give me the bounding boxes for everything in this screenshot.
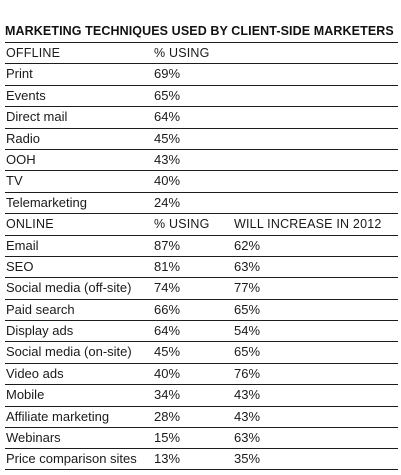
row-using: 81% [154,258,181,274]
table-row: Display ads 64% 54% [5,320,398,341]
row-label: Social media (on-site) [6,344,132,360]
row-using: 64% [154,323,181,339]
row-increase: 65% [234,344,261,360]
column-header-increase: WILL INCREASE IN 2012 [234,217,382,232]
row-increase: 65% [234,301,261,317]
row-increase: 43% [234,408,261,424]
chart-title: MARKETING TECHNIQUES USED BY CLIENT-SIDE… [5,24,394,38]
row-increase: 76% [234,365,261,381]
table-row: Radio 45% [5,127,398,149]
row-using: 28% [154,408,181,424]
row-label: SEO [6,258,34,274]
row-label: OOH [6,151,36,167]
section-name: OFFLINE [6,46,61,60]
table-row: Events 65% [5,84,398,106]
row-increase: 43% [234,387,261,403]
table-row: OOH 43% [5,148,398,170]
row-label: Print [6,66,33,82]
row-using: 24% [154,194,181,210]
row-label: Video ads [6,365,64,381]
row-label: Display ads [6,323,74,339]
row-label: Radio [6,130,40,146]
row-using: 15% [154,430,181,446]
row-label: Paid search [6,301,75,317]
table-row: Social media (on-site) 45% 65% [5,341,398,362]
row-using: 65% [154,87,181,103]
row-increase: 77% [234,280,261,296]
table-row: Social media (off-site) 74% 77% [5,277,398,298]
row-increase: 63% [234,430,261,446]
row-label: TV [6,173,23,189]
row-using: 87% [154,237,181,253]
table-row: SEO 81% 63% [5,255,398,277]
row-label: Social media (off-site) [6,280,132,296]
table-row: Mobile 34% 43% [5,384,398,405]
row-using: 64% [154,109,181,125]
section-header-online: ONLINE % USING WILL INCREASE IN 2012 [5,213,398,234]
row-using: 40% [154,173,181,189]
table-row: Video ads 40% 76% [5,362,398,384]
row-label: Email [6,237,39,253]
row-using: 13% [154,451,181,467]
row-label: Telemarketing [6,194,87,210]
table-row: Affiliate marketing 28% 43% [5,405,398,427]
row-using: 69% [154,66,181,82]
table-row: Direct mail 64% [5,106,398,127]
row-label: Affiliate marketing [6,408,110,424]
row-using: 45% [154,344,181,360]
table-row: TV 40% [5,170,398,191]
table-row: Print 69% [5,63,398,84]
row-label: Price comparison sites [6,451,137,467]
table-row: Telemarketing 24% [5,191,398,213]
row-using: 74% [154,280,181,296]
row-using: 40% [154,365,181,381]
row-increase: 35% [234,451,261,467]
row-increase: 54% [234,323,261,339]
row-using: 66% [154,301,181,317]
row-increase: 63% [234,258,261,274]
column-header-using: % USING [154,217,210,232]
row-label: Webinars [6,430,61,446]
row-using: 45% [154,130,181,146]
data-table: OFFLINE % USING Print 69% Events 65% Dir… [5,42,398,470]
table-row: Webinars 15% 63% [5,427,398,448]
row-using: 34% [154,387,181,403]
column-header-using: % USING [154,46,210,60]
row-using: 43% [154,151,181,167]
row-label: Events [6,87,46,103]
row-increase: 62% [234,237,261,253]
row-label: Direct mail [6,109,68,125]
row-label: Mobile [6,387,45,403]
table-row: Paid search 66% 65% [5,298,398,320]
section-name: ONLINE [6,217,54,232]
table-row: Price comparison sites 13% 35% [5,448,398,470]
section-header-offline: OFFLINE % USING [5,42,398,63]
table-row: Email 87% 62% [5,234,398,256]
